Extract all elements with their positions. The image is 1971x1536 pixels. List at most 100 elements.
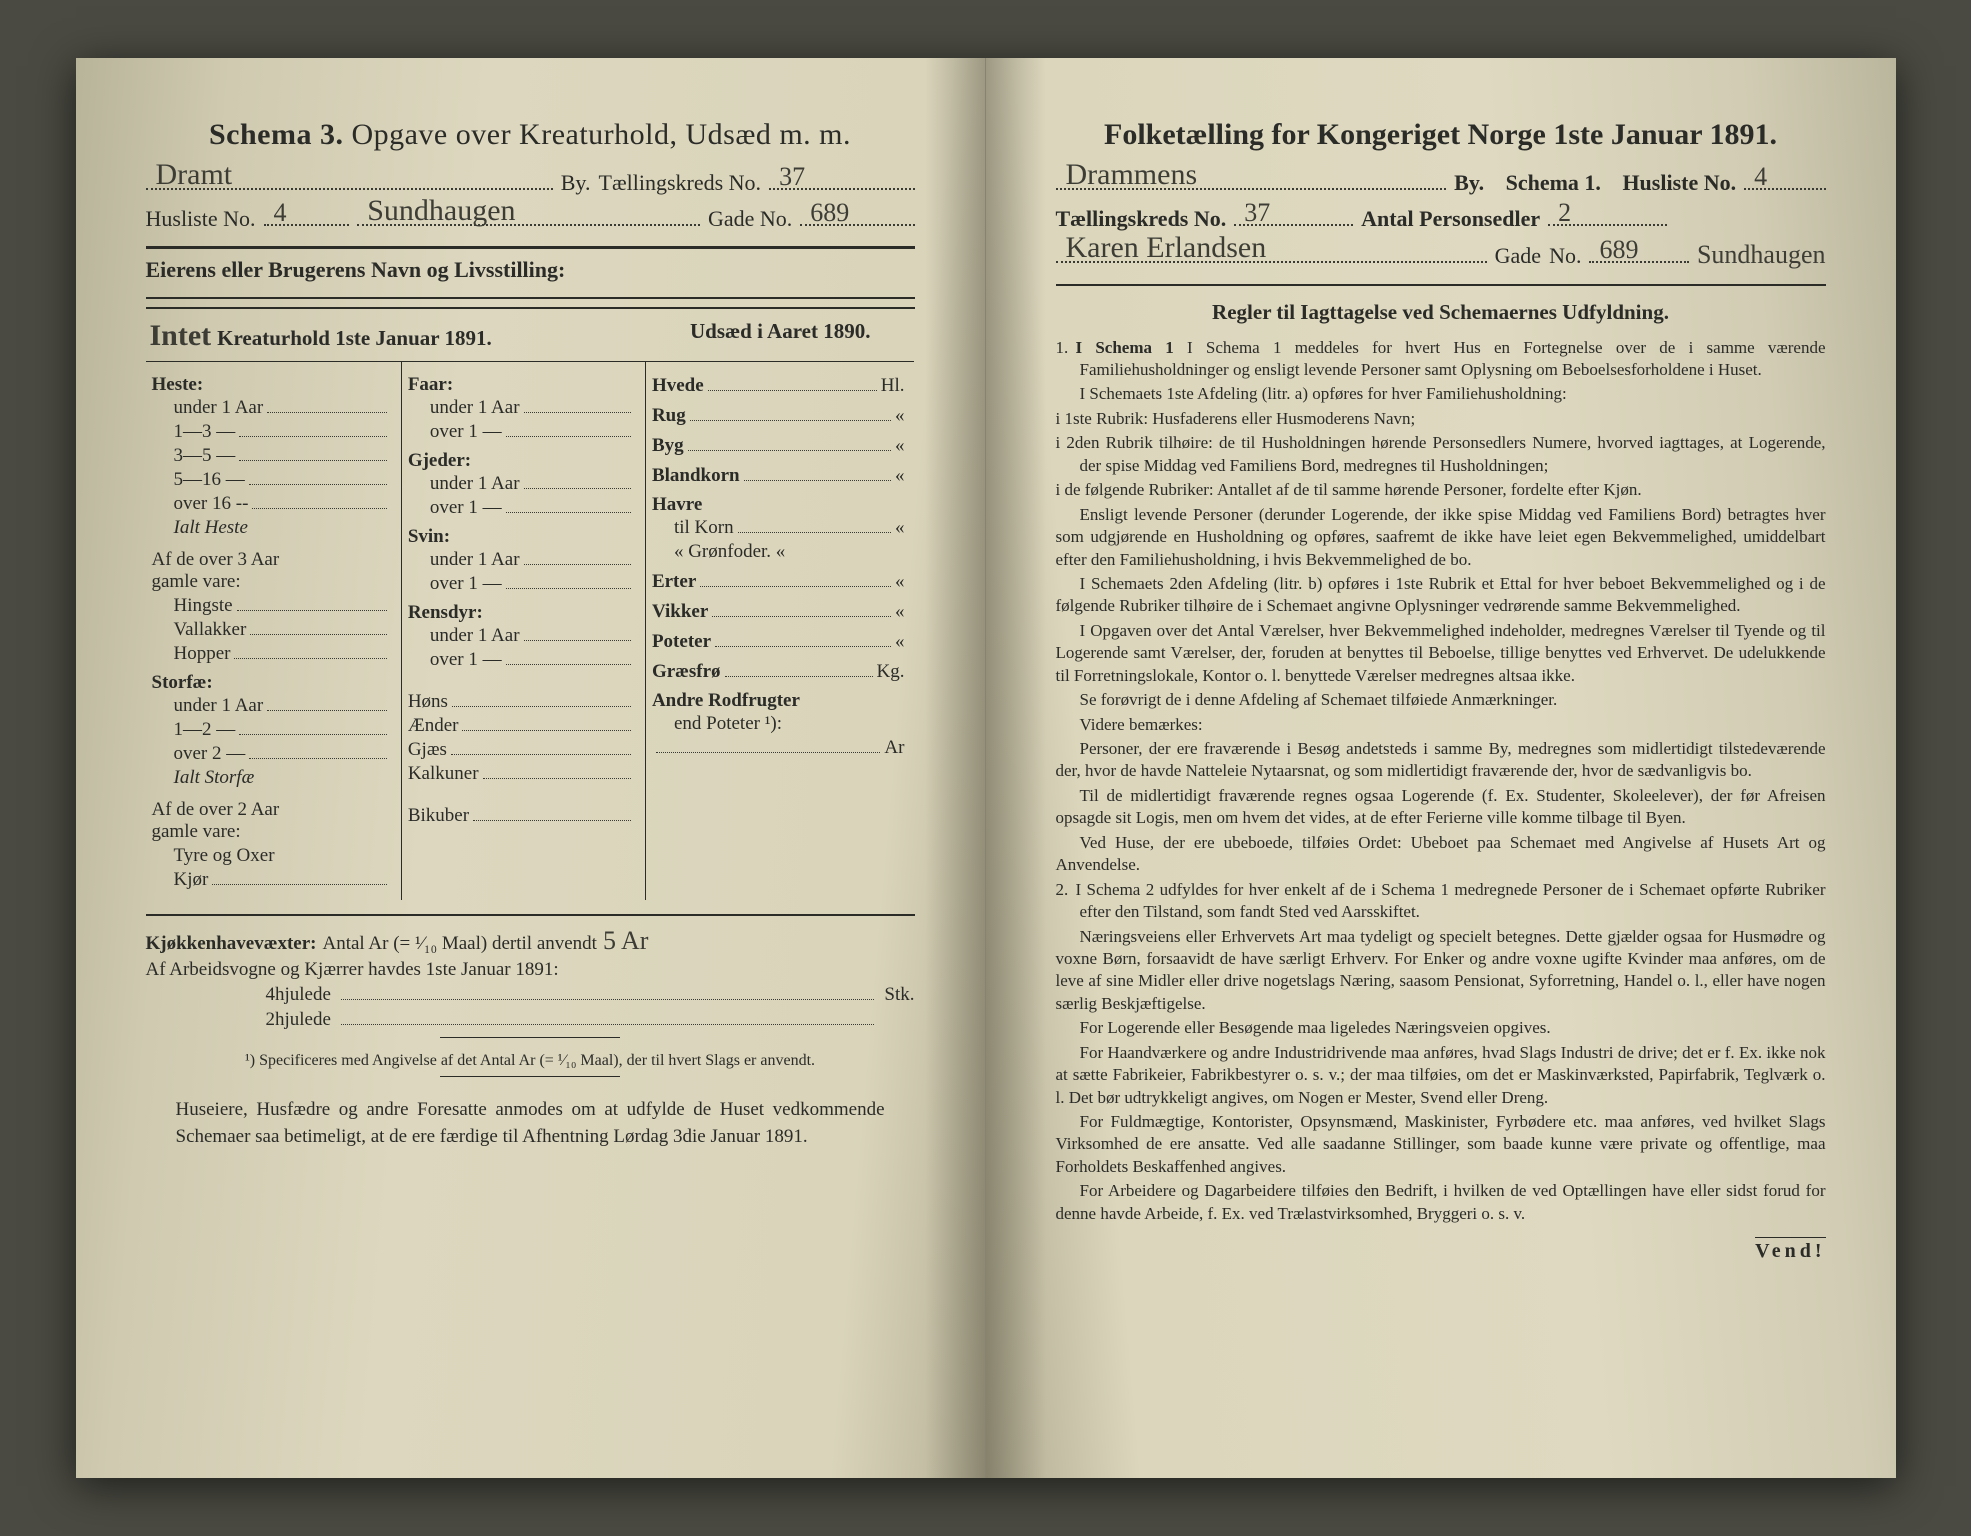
vend-label: Vend!	[1755, 1237, 1825, 1263]
r7: Til de midlertidigt fraværende regnes og…	[1056, 785, 1826, 830]
gade-label: Gade No.	[708, 206, 792, 232]
g-unit: Kg.	[877, 661, 905, 683]
footnote: ¹) Specificeres med Angivelse af det Ant…	[186, 1052, 875, 1070]
left-page: Schema 3. Opgave over Kreaturhold, Udsæd…	[76, 58, 986, 1478]
r3: I Schemaets 2den Afdeling (litr. b) opfø…	[1056, 573, 1826, 618]
gjeder-head: Gjeder:	[408, 450, 635, 472]
r12: For Haandværkere og andre Industridriven…	[1056, 1042, 1826, 1109]
s-u1: under 1 Aar	[174, 695, 264, 717]
heste-head: Heste:	[152, 374, 391, 396]
rug: Rug	[652, 405, 686, 427]
r-antal-label: Antal Personsedler	[1361, 206, 1540, 232]
s-ialt: Ialt Storfæ	[174, 767, 255, 789]
tk-label: Tællingskreds No.	[599, 170, 762, 196]
stk1: Stk.	[884, 984, 914, 1006]
r-gade-hand: 689	[1599, 235, 1638, 265]
r5b: Videre bemærkes:	[1056, 714, 1826, 736]
r-husliste-hand: 4	[1754, 162, 1767, 192]
r-street-hand: Sundhaugen	[1697, 240, 1826, 270]
right-page: Folketælling for Kongeriget Norge 1ste J…	[986, 58, 1896, 1478]
vikker: Vikker	[652, 601, 708, 623]
r-name-hand: Karen Erlandsen	[1066, 231, 1267, 265]
r1e: i de følgende Rubriker: Antallet af de t…	[1056, 479, 1826, 501]
r4: I Opgaven over det Antal Værelser, hver …	[1056, 620, 1826, 687]
e-unit: «	[895, 571, 905, 593]
tyre: Tyre og Oxer	[174, 845, 275, 867]
schema-number: Schema 3.	[209, 118, 344, 151]
r1b: I Schemaets 1ste Afdeling (litr. a) opfø…	[1056, 383, 1826, 405]
col-smaa: Faar: under 1 Aar over 1 — Gjeder: under…	[402, 362, 646, 900]
regler-head: Regler til Iagttagelse ved Schemaernes U…	[1056, 300, 1826, 325]
kjokken-hand: 5 Ar	[603, 926, 649, 956]
havre-gron: « Grønfoder.	[674, 541, 771, 563]
owner-label: Eierens eller Brugerens Navn og Livsstil…	[146, 257, 915, 283]
kreatur-head: Kreaturhold 1ste Januar 1891.	[217, 326, 492, 351]
f-o1: over 1 —	[430, 421, 502, 443]
hjul2: 2hjulede	[266, 1009, 331, 1031]
hopper: Hopper	[174, 643, 231, 665]
r-husliste-label: Husliste No.	[1622, 170, 1736, 196]
h-u1: under 1 Aar	[174, 397, 264, 419]
hvede: Hvede	[652, 375, 704, 397]
kreatur-table: Intet Kreaturhold 1ste Januar 1891. Udsæ…	[146, 307, 915, 900]
hk-unit: «	[895, 517, 905, 539]
bikuber: Bikuber	[408, 805, 469, 827]
r-antal-hand: 2	[1558, 198, 1571, 228]
blandkorn: Blandkorn	[652, 465, 740, 487]
street-hand: Sundhaugen	[367, 194, 515, 228]
p-unit: «	[895, 631, 905, 653]
r-no-label: No.	[1549, 243, 1581, 269]
closing-text: Huseiere, Husfædre og andre Foresatte an…	[176, 1097, 885, 1150]
r-city-row: Drammens By. Schema 1. Husliste No. 4	[1056, 166, 1826, 196]
sv-o1: over 1 —	[430, 573, 502, 595]
bottom-text: Kjøkkenhavevæxter: Antal Ar (= ¹⁄₁₀ Maal…	[146, 926, 915, 1031]
gade-hand: 689	[810, 198, 849, 228]
hjul4: 4hjulede	[266, 984, 331, 1006]
s-o2: over 2 —	[174, 743, 246, 765]
h-35: 3—5 —	[174, 445, 236, 467]
husliste-hand: 4	[274, 198, 287, 228]
hvede-unit: Hl.	[881, 375, 905, 397]
svin-head: Svin:	[408, 526, 635, 548]
r-gade-mid: Gade	[1495, 243, 1541, 269]
r-o1: over 1 —	[430, 649, 502, 671]
r14: For Arbeidere og Dagarbeidere tilføies d…	[1056, 1180, 1826, 1225]
rules-body: 1.I Schema 1 I Schema 1 meddeles for hve…	[1056, 337, 1826, 1226]
r8: Ved Huse, der ere ubeboede, tilføies Ord…	[1056, 832, 1826, 877]
erter: Erter	[652, 571, 696, 593]
f-u1: under 1 Aar	[430, 397, 520, 419]
storfae-head: Storfæ:	[152, 672, 391, 694]
g-o1: over 1 —	[430, 497, 502, 519]
city-row: Dramt By. Tællingskreds No. 37	[146, 166, 915, 196]
kjokken-label: Kjøkkenhavevæxter:	[146, 933, 317, 955]
by-label: By.	[561, 170, 591, 196]
h-ialt: Ialt Heste	[174, 517, 248, 539]
rug-unit: «	[895, 405, 905, 427]
husliste-label: Husliste No.	[146, 206, 256, 232]
r5: Se forøvrigt de i denne Afdeling af Sche…	[1056, 689, 1826, 711]
r13: For Fuldmægtige, Kontorister, Opsynsmænd…	[1056, 1111, 1826, 1178]
r10: Næringsveiens eller Erhvervets Art maa t…	[1056, 926, 1826, 1016]
s-over2: Af de over 2 Aar gamle vare:	[152, 799, 312, 843]
h-o16: over 16 --	[174, 493, 249, 515]
kalkuner: Kalkuner	[408, 763, 479, 785]
v-unit: «	[895, 601, 905, 623]
hg-unit: «	[776, 541, 786, 563]
byg-unit: «	[895, 435, 905, 457]
havre-head: Havre	[652, 494, 905, 516]
andre2: end Poteter ¹):	[674, 713, 782, 735]
rensdyr-head: Rensdyr:	[408, 602, 635, 624]
r-tk-row: Tællingskreds No. 37 Antal Personsedler …	[1056, 202, 1826, 232]
intet-hand: Intet	[150, 319, 212, 353]
census-title: Folketælling for Kongeriget Norge 1ste J…	[1056, 118, 1826, 152]
r-tk-hand: 37	[1244, 198, 1270, 228]
sv-u1: under 1 Aar	[430, 549, 520, 571]
schema-subtitle: Opgave over Kreaturhold, Udsæd m. m.	[351, 118, 851, 151]
faar-head: Faar:	[408, 374, 635, 396]
s-12: 1—2 —	[174, 719, 236, 741]
r-schema-label: Schema 1.	[1506, 170, 1601, 196]
col-udsad: HvedeHl. Rug« Byg« Blandkorn« Havre til …	[646, 362, 915, 900]
g-u1: under 1 Aar	[430, 473, 520, 495]
aender: Ænder	[408, 715, 459, 737]
city-handwritten: Dramt	[156, 158, 233, 192]
